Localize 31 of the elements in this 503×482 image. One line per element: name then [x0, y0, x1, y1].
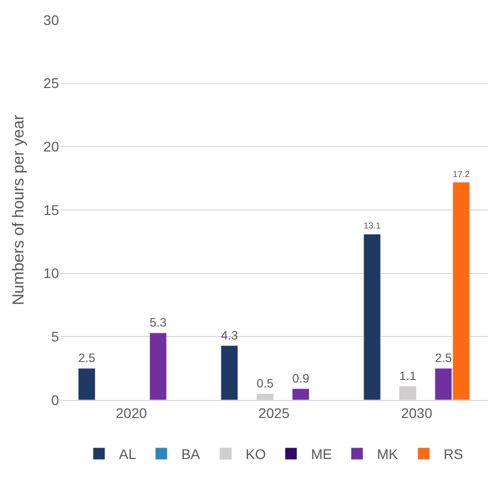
legend-label: ME	[311, 446, 332, 462]
y-tick-label: 15	[43, 202, 60, 218]
bar	[78, 368, 96, 400]
data-label: 13.1	[364, 220, 381, 231]
data-label: 1.1	[399, 368, 416, 383]
data-label: 2.5	[434, 351, 452, 366]
legend-label: AL	[119, 446, 136, 462]
data-label: 0.5	[256, 376, 274, 390]
y-tick-label: 5	[51, 328, 60, 345]
legend-label: BA	[181, 446, 201, 462]
y-axis-title: Numbers of hours per year	[10, 114, 28, 306]
data-label: 0.9	[292, 371, 310, 386]
x-tick-label: 2030	[401, 404, 432, 421]
data-label: 5.3	[150, 316, 167, 330]
bar	[292, 388, 310, 400]
y-tick-label: 30	[43, 12, 60, 28]
legend-label: KO	[246, 446, 266, 462]
data-label: 4.3	[220, 328, 238, 342]
y-tick-label: 20	[43, 138, 60, 155]
bar	[363, 234, 381, 400]
y-tick-label: 10	[43, 265, 60, 282]
y-tick-label: 0	[51, 392, 60, 408]
legend-label: MK	[377, 446, 399, 462]
y-tick-label: 25	[43, 75, 60, 92]
bar	[149, 332, 167, 400]
bar	[220, 345, 238, 400]
data-label: 17.2	[452, 168, 470, 179]
x-tick-label: 2025	[258, 404, 290, 421]
data-label: 2.5	[78, 351, 96, 366]
legend-label: RS	[444, 446, 464, 462]
x-tick-label: 2020	[116, 404, 148, 421]
